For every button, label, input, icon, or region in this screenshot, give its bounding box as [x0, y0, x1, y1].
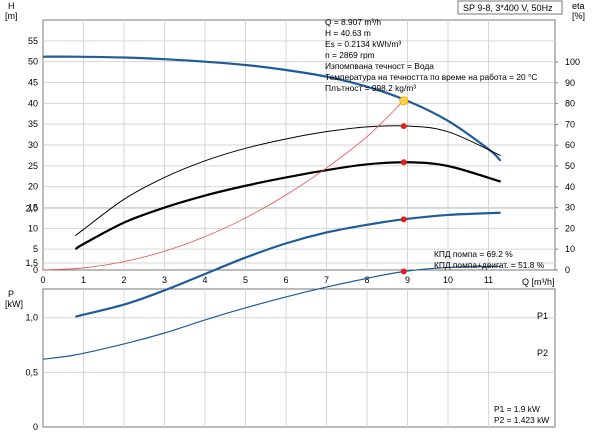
head-axis-label: H — [8, 1, 15, 11]
annotation-liquid: Изпомпвана течност = Вода — [325, 61, 434, 71]
annotation-energy: Es = 0.2134 kWh/m³ — [325, 39, 401, 49]
power-tick-label: 0,5 — [25, 367, 38, 377]
y-left-tick-label: 20 — [28, 182, 38, 192]
annotation-temperature: Температура на течността по време на раб… — [325, 72, 537, 82]
annotation-p1: P1 = 1.9 kW — [494, 404, 540, 414]
y-left-tick-label: 15 — [28, 203, 38, 213]
x-tick-label: 10 — [443, 275, 453, 285]
x-tick-label: 3 — [162, 275, 167, 285]
power-tick-label: 0 — [33, 422, 38, 432]
annotation-p2: P2 = 1.423 kW — [494, 415, 549, 425]
annotation-density: Плътност = 998.2 kg/m³ — [325, 83, 416, 93]
y-left-tick-label: 10 — [28, 223, 38, 233]
series-label-p1: P1 — [537, 311, 548, 321]
series-label-p2: P2 — [537, 348, 548, 358]
power-plot-frame — [42, 288, 556, 428]
series-system-line — [42, 100, 405, 271]
power-tick-label: 1,0 — [25, 313, 38, 323]
duty-point-head — [399, 96, 409, 106]
duty-point-p2 — [400, 268, 407, 275]
y-right-tick-label: 10 — [565, 244, 575, 254]
power-series — [42, 211, 501, 360]
x-tick-label: 2 — [121, 275, 126, 285]
y-left-tick-label: 25 — [28, 161, 38, 171]
x-tick-label: 0 — [40, 275, 45, 285]
power-tick-label: 2,0 — [25, 203, 38, 213]
head-ticks: 0 1 2 3 4 5 6 7 8 9 10 1105101520253035404550550102… — [28, 36, 580, 285]
duty-point-eff-pump — [400, 123, 407, 130]
duty-point-p1 — [400, 216, 407, 223]
head-series — [42, 55, 502, 271]
y-left-tick-label: 45 — [28, 78, 38, 88]
y-right-tick-label: 60 — [565, 140, 575, 150]
eta-axis-unit: [%] — [572, 11, 585, 21]
x-tick-label: 6 — [283, 275, 288, 285]
x-tick-label: 4 — [202, 275, 207, 285]
y-right-tick-label: 20 — [565, 223, 575, 233]
series-p1-line — [75, 211, 501, 318]
y-right-tick-label: 40 — [565, 182, 575, 192]
y-left-tick-label: 30 — [28, 140, 38, 150]
power-ticks: 0 0,5 1,0 1,5 2,0 — [25, 203, 38, 432]
duty-points — [399, 96, 409, 275]
head-axis-unit: [m] — [5, 11, 18, 21]
y-right-tick-label: 100 — [565, 57, 580, 67]
x-tick-label: 5 — [243, 275, 248, 285]
power-grid — [43, 207, 555, 427]
annotation-speed: n = 2869 rpm — [325, 50, 375, 60]
series-eff-pump-motor-line — [74, 161, 501, 251]
y-right-tick-label: 50 — [565, 161, 575, 171]
power-axis-label: P — [8, 289, 14, 299]
x-tick-label: 8 — [364, 275, 369, 285]
y-right-tick-label: 80 — [565, 99, 575, 109]
y-right-tick-label: 30 — [565, 203, 575, 213]
power-tick-label: 1,5 — [25, 258, 38, 268]
flow-axis-label: Q [m³/h] — [522, 277, 555, 287]
series-eff-pump-line — [75, 125, 501, 237]
duty-point-eff-total — [400, 159, 407, 166]
pump-info-box — [457, 0, 563, 15]
y-right-tick-label: 0 — [565, 265, 570, 275]
y-left-tick-label: 50 — [28, 57, 38, 67]
x-tick-label: 7 — [324, 275, 329, 285]
annotation-flow: Q = 8.907 m³/h — [325, 17, 381, 27]
y-left-tick-label: 5 — [33, 244, 38, 254]
power-axis-unit: [kW] — [5, 299, 23, 309]
pump-info-text: SP 9-8, 3*400 V, 50Hz — [463, 3, 553, 13]
y-right-tick-label: 90 — [565, 78, 575, 88]
y-left-tick-label: 55 — [28, 36, 38, 46]
x-tick-label: 11 — [484, 275, 493, 285]
y-left-tick-label: 0 — [33, 265, 38, 275]
head-grid — [43, 20, 555, 270]
y-right-tick-label: 70 — [565, 119, 575, 129]
y-left-tick-label: 40 — [28, 98, 38, 108]
series-head-line — [42, 55, 502, 162]
x-tick-label: 9 — [405, 275, 410, 285]
y-left-tick-label: 35 — [28, 119, 38, 129]
eff-total-label: КПД помпа+двигат. = 51.8 % — [434, 260, 545, 270]
eff-pump-label: КПД помпа = 69.2 % — [434, 249, 513, 259]
series-p2-line — [42, 265, 501, 360]
annotation-head: H = 40.63 m — [325, 28, 371, 38]
x-tick-label: 1 — [81, 275, 86, 285]
eta-axis-label: eta — [572, 1, 585, 11]
